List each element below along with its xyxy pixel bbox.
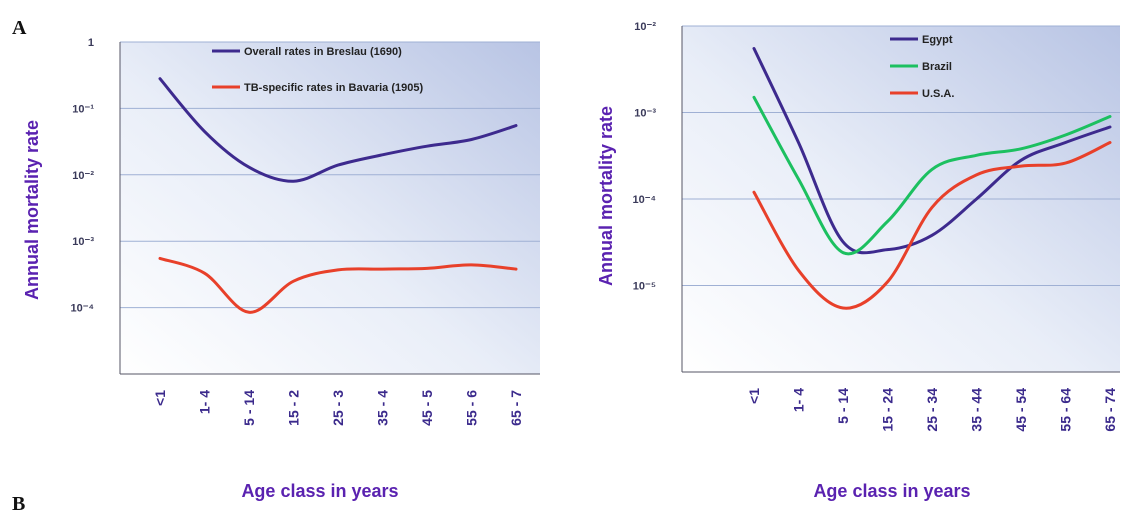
chart-b-x-axis-label: Age class in years xyxy=(813,481,970,501)
y-tick-label: 1 xyxy=(88,37,94,49)
chart-a-series xyxy=(158,77,518,314)
x-tick-label: 1- 4 xyxy=(197,390,213,414)
y-tick-label: 10⁻³ xyxy=(72,236,94,248)
chart-b-series xyxy=(752,47,1112,310)
x-tick-label: 35 - 4 xyxy=(375,390,391,426)
x-tick-label: <1 xyxy=(746,388,762,404)
panel-letter-b: B xyxy=(12,493,25,510)
x-tick-label: 15 - 2 xyxy=(286,390,302,426)
y-tick-label: 10⁻¹ xyxy=(72,103,94,115)
legend-label-bavaria: TB-specific rates in Bavaria (1905) xyxy=(244,82,423,94)
x-tick-label: 35 - 44 xyxy=(969,388,985,432)
x-tick-label: 25 - 34 xyxy=(924,388,940,432)
x-tick-label: 55 - 64 xyxy=(1058,388,1074,432)
y-tick-label: 10⁻³ xyxy=(634,108,656,120)
legend-label-egypt: Egypt xyxy=(922,34,953,46)
x-tick-label: 25 - 3 xyxy=(330,390,346,426)
chart-a-grid xyxy=(119,41,540,375)
x-tick-label: 45 - 54 xyxy=(1013,388,1029,432)
y-tick-label: 10⁻² xyxy=(634,21,656,33)
series-line-egypt xyxy=(752,47,1112,255)
chart-a-y-axis-label: Annual mortality rate xyxy=(22,120,42,300)
chart-b-y-axis-label: Annual mortality rate xyxy=(596,106,616,286)
x-tick-label: 55 - 6 xyxy=(464,390,480,426)
chart-a-y-ticks: 1 10⁻¹ 10⁻² 10⁻³ 10⁻⁴ xyxy=(71,37,95,315)
legend-label-brazil: Brazil xyxy=(922,61,952,73)
y-tick-label: 10⁻⁵ xyxy=(633,281,656,293)
x-tick-label: <1 xyxy=(152,390,168,406)
x-tick-label: 65 - 74 xyxy=(1102,388,1118,432)
x-tick-label: 45 - 5 xyxy=(419,390,435,426)
chart-a-legend: Overall rates in Breslau (1690) TB-speci… xyxy=(212,46,423,94)
chart-a-x-axis-label: Age class in years xyxy=(241,481,398,501)
chart-b-y-ticks: 10⁻² 10⁻³ 10⁻⁴ 10⁻⁵ xyxy=(633,21,657,293)
chart-b-x-ticks: <1 1- 4 5 - 14 15 - 24 25 - 34 35 - 44 45 - 54… xyxy=(746,388,1118,432)
x-tick-label: 65 - 7 xyxy=(508,390,524,426)
chart-a: 1 10⁻¹ 10⁻² 10⁻³ 10⁻⁴ <1 1- 4 5 - 14 15 - 2 25 -… xyxy=(22,37,540,501)
y-tick-label: 10⁻² xyxy=(72,170,94,182)
chart-b-legend: Egypt Brazil U.S.A. xyxy=(890,34,954,100)
series-line-brazil xyxy=(752,95,1112,256)
y-tick-label: 10⁻⁴ xyxy=(633,194,656,206)
x-tick-label: 1- 4 xyxy=(791,388,807,412)
series-line-u-s-a xyxy=(752,141,1112,310)
y-tick-label: 10⁻⁴ xyxy=(71,303,94,315)
series-line-tb-specific-rates-in-bavaria-1905 xyxy=(158,256,518,314)
x-tick-label: 15 - 24 xyxy=(880,388,896,432)
legend-label-usa: U.S.A. xyxy=(922,88,954,100)
x-tick-label: 5 - 14 xyxy=(241,390,257,426)
panel-letter-a: A xyxy=(12,17,27,39)
chart-a-plot-area xyxy=(120,42,540,374)
legend-label-breslau: Overall rates in Breslau (1690) xyxy=(244,46,402,58)
chart-b-grid xyxy=(681,25,1120,373)
x-tick-label: 5 - 14 xyxy=(835,388,851,424)
chart-b: 10⁻² 10⁻³ 10⁻⁴ 10⁻⁵ <1 1- 4 5 - 14 15 - 24 25 -… xyxy=(596,21,1120,501)
chart-a-x-ticks: <1 1- 4 5 - 14 15 - 2 25 - 3 35 - 4 45 - 5 55 -… xyxy=(152,390,524,426)
series-line-overall-rates-in-breslau-1690 xyxy=(158,77,518,183)
